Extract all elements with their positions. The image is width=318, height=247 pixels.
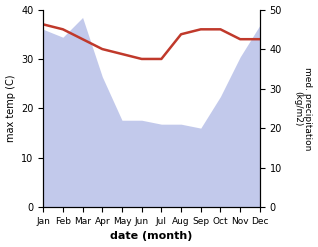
Y-axis label: med. precipitation
(kg/m2): med. precipitation (kg/m2) [293,67,313,150]
Y-axis label: max temp (C): max temp (C) [5,75,16,142]
X-axis label: date (month): date (month) [110,231,193,242]
